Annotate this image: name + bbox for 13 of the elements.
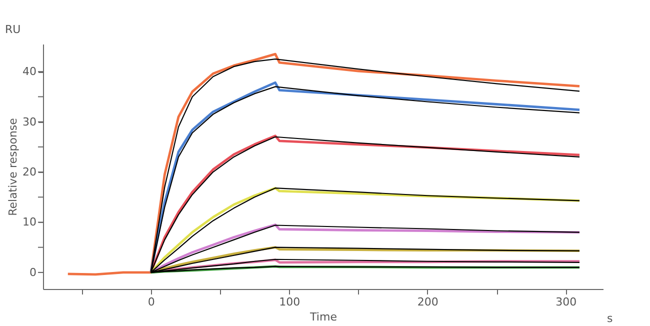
y-axis-title: Relative response <box>6 118 20 216</box>
text: RU <box>5 23 21 36</box>
x-tick-label: 300 <box>556 296 577 308</box>
x-tick-label: 200 <box>417 296 438 308</box>
x-tick-label: 100 <box>279 296 300 308</box>
text: s <box>607 312 613 325</box>
y-tick-label: 10 <box>22 216 36 229</box>
y-tick-label: 0 <box>30 266 36 279</box>
x-tick-label: 0 <box>148 296 155 308</box>
y-tick-label: 40 <box>22 65 36 78</box>
x-axis-title: Time <box>309 310 338 324</box>
y-tick-label: 30 <box>22 115 36 128</box>
y-tick-label: 20 <box>22 166 36 179</box>
